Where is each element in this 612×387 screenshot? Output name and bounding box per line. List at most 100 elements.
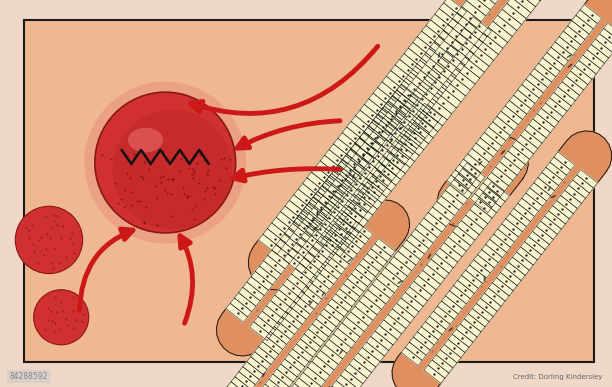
Polygon shape bbox=[450, 180, 472, 199]
Polygon shape bbox=[539, 58, 560, 77]
Polygon shape bbox=[397, 84, 421, 105]
Polygon shape bbox=[325, 257, 345, 274]
Polygon shape bbox=[321, 231, 342, 250]
Polygon shape bbox=[290, 384, 313, 387]
Polygon shape bbox=[392, 90, 416, 111]
Polygon shape bbox=[348, 274, 368, 291]
Polygon shape bbox=[472, 143, 493, 162]
Polygon shape bbox=[402, 240, 425, 260]
Ellipse shape bbox=[501, 150, 505, 155]
Polygon shape bbox=[288, 223, 310, 242]
Polygon shape bbox=[424, 365, 445, 383]
Polygon shape bbox=[345, 175, 368, 195]
Polygon shape bbox=[360, 104, 382, 125]
Polygon shape bbox=[231, 377, 252, 387]
Polygon shape bbox=[429, 42, 453, 63]
Polygon shape bbox=[296, 263, 317, 282]
Polygon shape bbox=[234, 293, 256, 312]
Polygon shape bbox=[501, 106, 523, 125]
Polygon shape bbox=[321, 262, 341, 279]
Polygon shape bbox=[313, 191, 337, 212]
Polygon shape bbox=[332, 380, 354, 387]
Polygon shape bbox=[349, 200, 373, 221]
Polygon shape bbox=[419, 218, 442, 238]
Polygon shape bbox=[355, 138, 379, 159]
Polygon shape bbox=[432, 355, 453, 373]
Polygon shape bbox=[457, 7, 481, 28]
Polygon shape bbox=[496, 162, 517, 180]
Polygon shape bbox=[358, 188, 382, 209]
Polygon shape bbox=[276, 239, 297, 258]
Polygon shape bbox=[449, 286, 471, 304]
Polygon shape bbox=[513, 203, 535, 222]
Polygon shape bbox=[394, 251, 416, 271]
Polygon shape bbox=[466, 265, 487, 283]
Polygon shape bbox=[368, 122, 389, 141]
Polygon shape bbox=[383, 151, 405, 170]
Polygon shape bbox=[392, 303, 414, 323]
Polygon shape bbox=[591, 39, 612, 58]
Polygon shape bbox=[406, 235, 429, 254]
Polygon shape bbox=[362, 182, 387, 203]
Polygon shape bbox=[401, 78, 425, 99]
Polygon shape bbox=[546, 162, 567, 180]
Polygon shape bbox=[274, 322, 294, 339]
Polygon shape bbox=[289, 195, 312, 215]
Polygon shape bbox=[577, 170, 597, 188]
Polygon shape bbox=[460, 28, 483, 48]
Polygon shape bbox=[298, 183, 321, 204]
Polygon shape bbox=[508, 146, 529, 164]
Polygon shape bbox=[345, 199, 367, 218]
Polygon shape bbox=[576, 10, 597, 29]
Polygon shape bbox=[517, 135, 538, 154]
Polygon shape bbox=[395, 59, 418, 79]
Polygon shape bbox=[364, 127, 385, 146]
Polygon shape bbox=[269, 374, 289, 387]
Polygon shape bbox=[524, 236, 545, 255]
Polygon shape bbox=[482, 245, 502, 263]
Polygon shape bbox=[474, 188, 496, 207]
Polygon shape bbox=[343, 279, 364, 296]
Polygon shape bbox=[564, 26, 585, 45]
Polygon shape bbox=[422, 26, 444, 46]
Polygon shape bbox=[401, 292, 423, 312]
Polygon shape bbox=[294, 215, 318, 236]
Polygon shape bbox=[395, 135, 417, 154]
Polygon shape bbox=[494, 229, 515, 247]
Polygon shape bbox=[452, 329, 473, 347]
Polygon shape bbox=[302, 286, 322, 304]
Polygon shape bbox=[460, 319, 481, 337]
Polygon shape bbox=[446, 291, 466, 309]
Polygon shape bbox=[313, 192, 335, 211]
Polygon shape bbox=[349, 358, 371, 378]
Polygon shape bbox=[340, 370, 363, 387]
Polygon shape bbox=[355, 264, 376, 281]
Polygon shape bbox=[416, 84, 439, 104]
Polygon shape bbox=[556, 195, 577, 214]
Polygon shape bbox=[359, 158, 381, 178]
Polygon shape bbox=[235, 372, 255, 387]
Polygon shape bbox=[376, 164, 401, 185]
Polygon shape bbox=[553, 200, 573, 219]
Polygon shape bbox=[448, 19, 472, 40]
Polygon shape bbox=[351, 307, 373, 326]
Polygon shape bbox=[518, 198, 539, 216]
Polygon shape bbox=[501, 267, 521, 286]
Polygon shape bbox=[357, 348, 380, 367]
Polygon shape bbox=[469, 17, 491, 37]
Polygon shape bbox=[457, 221, 479, 240]
Polygon shape bbox=[387, 96, 411, 117]
FancyBboxPatch shape bbox=[24, 20, 594, 362]
Polygon shape bbox=[308, 197, 332, 218]
Polygon shape bbox=[351, 116, 374, 136]
Polygon shape bbox=[326, 175, 348, 194]
Polygon shape bbox=[470, 204, 492, 224]
Ellipse shape bbox=[449, 68, 452, 75]
Polygon shape bbox=[387, 146, 409, 165]
Polygon shape bbox=[300, 334, 321, 352]
Polygon shape bbox=[330, 170, 352, 189]
Polygon shape bbox=[318, 186, 339, 205]
Polygon shape bbox=[479, 33, 503, 54]
Polygon shape bbox=[411, 229, 433, 249]
Polygon shape bbox=[316, 314, 336, 332]
